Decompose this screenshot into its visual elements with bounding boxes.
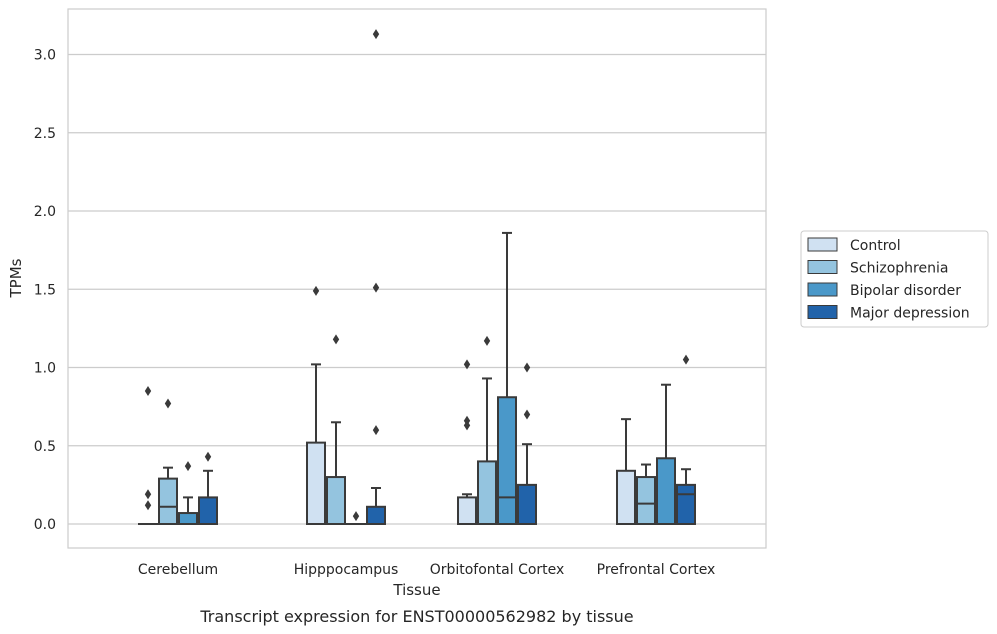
outlier-point xyxy=(312,285,320,296)
box-schizophrenia xyxy=(636,463,656,525)
box-schizophrenia xyxy=(477,335,497,525)
legend-swatch xyxy=(807,237,838,252)
outlier-point xyxy=(144,385,152,396)
box-iqr xyxy=(178,512,198,525)
outlier-point xyxy=(483,335,491,346)
y-tick-label: 2.5 xyxy=(34,126,56,142)
box-iqr xyxy=(477,460,497,525)
legend-label: Control xyxy=(850,238,901,254)
box-bipolar-disorder xyxy=(656,383,676,525)
box-bipolar-disorder xyxy=(178,461,198,525)
outlier-point xyxy=(523,362,531,373)
box-iqr xyxy=(457,496,477,525)
box-schizophrenia xyxy=(158,398,178,525)
box-control xyxy=(138,385,158,526)
box-iqr xyxy=(366,505,386,526)
legend-frame xyxy=(800,230,989,328)
box-control xyxy=(616,418,636,526)
x-tick-label: Hipppocampus xyxy=(294,562,399,578)
y-tick-label: 0.5 xyxy=(34,439,56,455)
x-tick-label: Cerebellum xyxy=(138,562,218,578)
outlier-point xyxy=(144,489,152,500)
x-tick-label: Orbitofontal Cortex xyxy=(430,562,565,578)
y-tick-labels: 0.0 0.5 1.0 1.5 2.0 2.5 3.0 xyxy=(34,48,56,534)
box-major-depression xyxy=(517,362,537,525)
box-major-depression xyxy=(198,451,218,525)
y-tick-label: 1.0 xyxy=(34,361,56,377)
outlier-point xyxy=(682,354,690,365)
y-axis-title: TPMs xyxy=(7,258,25,298)
x-axis-title: Tissue xyxy=(392,581,440,599)
legend: Control Schizophrenia Bipolar disorder Majo… xyxy=(800,230,989,328)
box-iqr xyxy=(616,469,636,526)
box-major-depression xyxy=(676,354,696,525)
legend-swatch xyxy=(807,260,838,274)
legend-swatch xyxy=(807,282,838,297)
box-schizophrenia xyxy=(326,334,346,525)
plot-frame xyxy=(67,8,767,549)
plot-background xyxy=(68,9,766,548)
y-tick-label: 0.0 xyxy=(34,517,56,533)
outlier-point xyxy=(332,334,340,345)
outlier-point xyxy=(372,282,380,293)
outlier-point xyxy=(523,409,531,420)
y-tick-label: 3.0 xyxy=(34,48,56,64)
outlier-point xyxy=(164,398,172,409)
box-iqr xyxy=(497,396,517,525)
box-major-depression xyxy=(366,29,386,526)
outlier-point xyxy=(463,359,471,370)
outlier-point xyxy=(372,425,380,436)
y-tick-label: 2.0 xyxy=(34,204,56,220)
box-iqr xyxy=(636,476,656,525)
box-iqr xyxy=(656,457,676,525)
x-tick-labels: Cerebellum Hipppocampus Orbitofontal Corte… xyxy=(138,562,715,578)
box-iqr xyxy=(198,496,218,525)
outlier-point xyxy=(352,511,360,522)
box-iqr xyxy=(306,441,326,525)
chart-caption: Transcript expression for ENST0000056298… xyxy=(199,607,633,626)
y-tick-label: 1.5 xyxy=(34,282,56,298)
legend-label: Bipolar disorder xyxy=(850,283,961,299)
box-iqr xyxy=(326,476,346,525)
legend-label: Schizophrenia xyxy=(850,261,948,277)
outlier-point xyxy=(204,451,212,462)
box-iqr xyxy=(676,483,696,525)
legend-swatch xyxy=(807,305,838,319)
x-tick-label: Prefrontal Cortex xyxy=(597,562,716,578)
box-control xyxy=(306,285,326,525)
box-iqr xyxy=(158,477,178,525)
box-iqr xyxy=(517,483,537,525)
legend-label: Major depression xyxy=(850,306,970,322)
box-bipolar-disorder xyxy=(346,511,366,526)
outlier-point xyxy=(144,500,152,511)
box-groups xyxy=(138,29,696,526)
outlier-point xyxy=(463,415,471,426)
box-control xyxy=(457,359,477,525)
outlier-point xyxy=(184,461,192,472)
outlier-point xyxy=(372,29,380,40)
box-bipolar-disorder xyxy=(497,231,517,525)
